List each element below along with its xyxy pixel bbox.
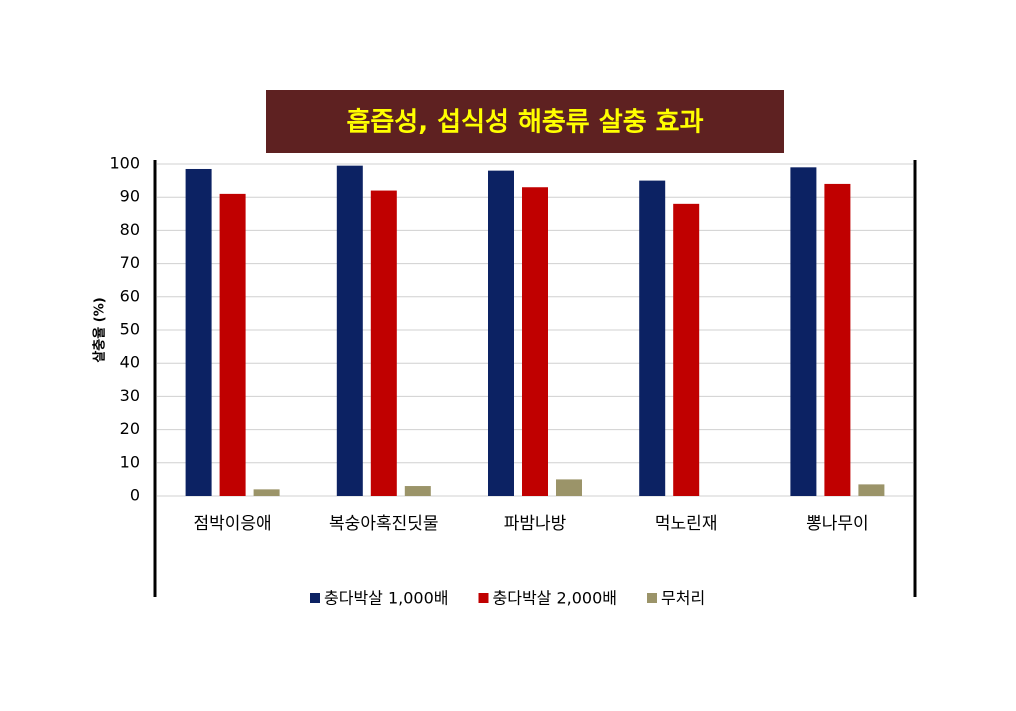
y-tick-label: 40	[120, 353, 140, 372]
x-tick-label: 복숭아혹진딧물	[329, 514, 438, 534]
y-tick-label: 80	[120, 220, 140, 239]
y-tick-label: 90	[120, 187, 140, 206]
y-tick-label: 70	[120, 253, 140, 272]
y-tick-label: 20	[120, 419, 140, 438]
bar	[858, 484, 885, 496]
y-axis-label: 살충율 (%)	[92, 297, 108, 362]
y-tick-label: 60	[120, 286, 140, 305]
y-tick-label: 50	[120, 320, 140, 339]
x-tick-label: 점박이응애	[193, 514, 271, 534]
legend-swatch	[647, 593, 657, 603]
legend-label: 무처리	[661, 589, 705, 608]
legend-swatch	[478, 593, 489, 603]
y-tick-label: 30	[120, 386, 140, 405]
bar	[253, 489, 280, 496]
legend-swatch	[310, 593, 320, 603]
bar	[556, 479, 582, 496]
bar	[824, 183, 851, 497]
chart-title: 흡즙성, 섭식성 해충류 살충 효과	[346, 108, 703, 138]
bar	[370, 190, 397, 496]
legend-label: 충다박살 2,000배	[493, 589, 618, 608]
x-tick-label: 뽕나무이	[806, 514, 869, 534]
bar	[404, 486, 431, 496]
bar	[185, 168, 212, 497]
y-tick-label: 10	[120, 452, 140, 471]
legend-label: 충다박살 1,000배	[324, 589, 449, 608]
title-box	[266, 90, 784, 153]
bar	[673, 203, 700, 496]
bar	[488, 170, 514, 496]
x-tick-label: 먹노린재	[655, 514, 718, 534]
bar	[219, 193, 246, 496]
bar	[522, 187, 548, 497]
y-tick-label: 0	[130, 486, 140, 505]
x-tick-label: 파밤나방	[504, 514, 567, 534]
bar	[336, 165, 363, 496]
y-tick-label: 100	[109, 154, 140, 173]
bar	[639, 180, 666, 496]
bar	[790, 167, 817, 496]
